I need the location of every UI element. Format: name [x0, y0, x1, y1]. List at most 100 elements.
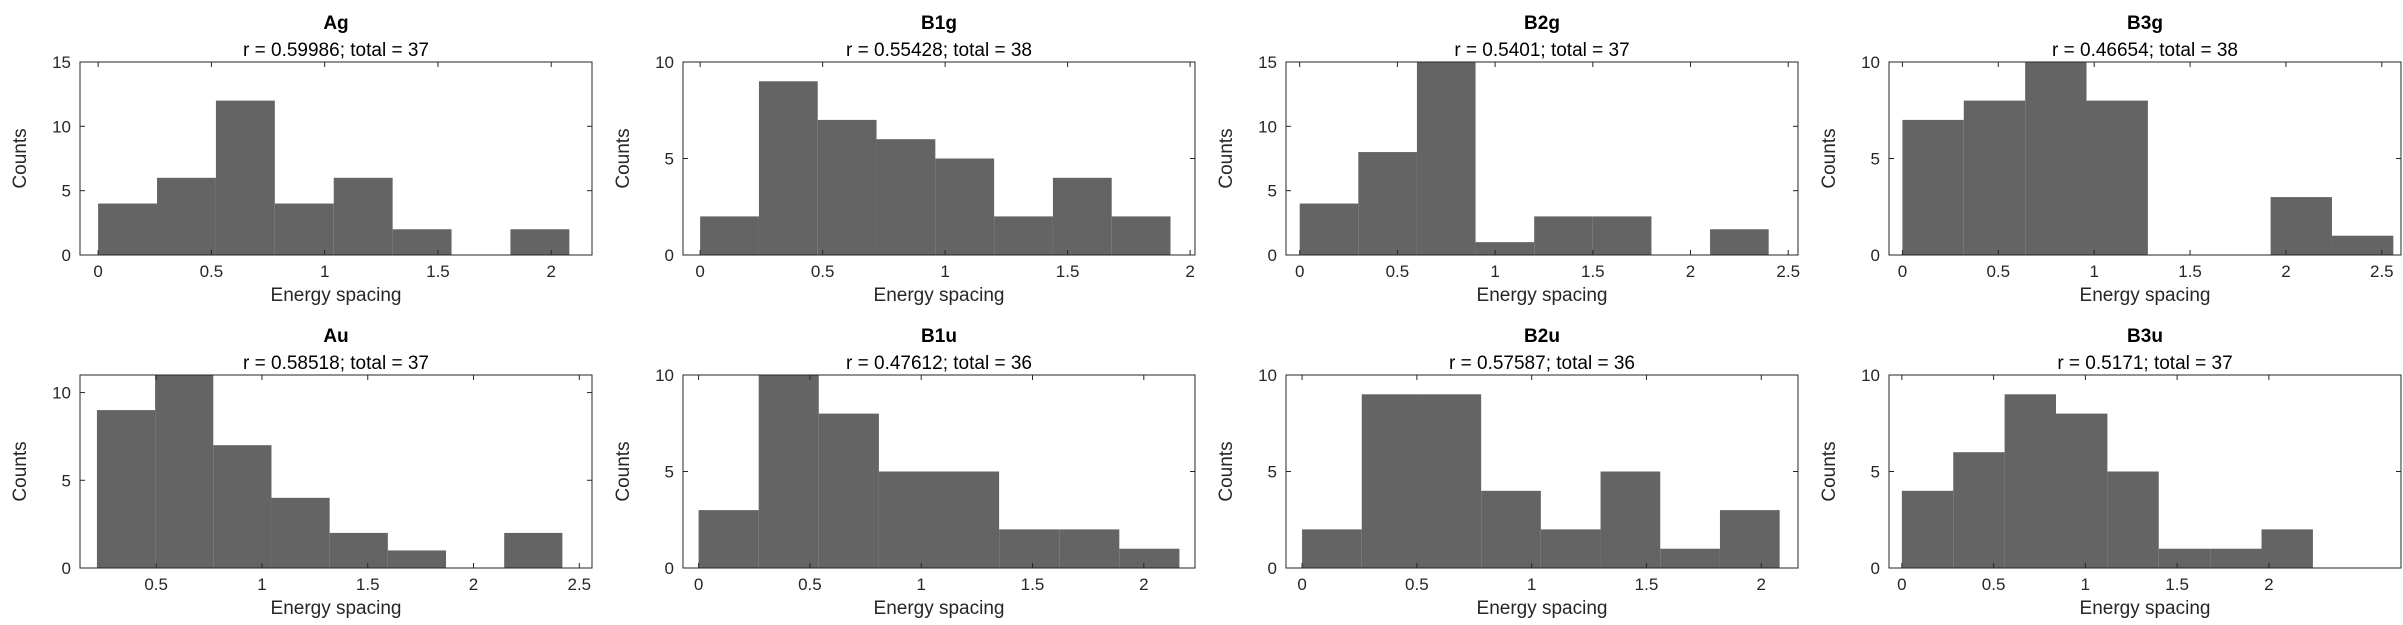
x-axis-label: Energy spacing [271, 598, 402, 619]
y-tick-label: 0 [665, 246, 674, 265]
x-tick-label: 2.5 [1776, 262, 1800, 281]
x-tick-label: 0.5 [144, 575, 168, 594]
panel-subtitle: r = 0.47612; total = 36 [846, 353, 1032, 374]
x-tick-label: 0.5 [200, 262, 224, 281]
histogram-bar [274, 203, 334, 255]
x-tick-label: 1 [1527, 575, 1536, 594]
x-tick-label: 1 [916, 575, 925, 594]
x-tick-label: 1 [940, 262, 949, 281]
histogram-bar [2004, 394, 2056, 568]
histogram-bar [1052, 177, 1112, 255]
histogram-bar [392, 229, 452, 255]
histogram-bar [1534, 216, 1593, 255]
y-tick-label: 10 [52, 117, 71, 136]
x-tick-label: 2 [2264, 575, 2273, 594]
histogram-bar [817, 119, 877, 256]
histogram-bar [2086, 100, 2148, 255]
x-axis-label: Energy spacing [2080, 285, 2211, 306]
y-tick-label: 0 [1268, 559, 1277, 578]
x-tick-label: 2 [1757, 575, 1766, 594]
histogram-bar [876, 139, 936, 255]
panel-title: B2g [1524, 13, 1560, 34]
histogram-bar [1421, 394, 1482, 568]
y-tick-label: 5 [1871, 463, 1880, 482]
y-tick-label: 0 [62, 246, 71, 265]
histogram-bar [994, 216, 1053, 255]
histogram-bar [213, 445, 272, 568]
y-tick-label: 5 [62, 182, 71, 201]
x-tick-label: 2.5 [567, 575, 591, 594]
histogram-bar [2025, 62, 2087, 255]
y-tick-label: 5 [665, 150, 674, 169]
x-tick-label: 2 [1686, 262, 1695, 281]
x-tick-label: 2 [469, 575, 478, 594]
y-axis-label: Counts [1216, 128, 1237, 188]
histogram-bar [999, 529, 1060, 568]
x-tick-label: 0 [93, 262, 102, 281]
x-tick-label: 2.5 [2370, 262, 2394, 281]
histogram-bar [2270, 197, 2332, 255]
histogram-bar [1719, 510, 1780, 568]
x-tick-label: 2 [546, 262, 555, 281]
y-tick-label: 10 [655, 53, 674, 72]
x-axis-label: Energy spacing [1477, 285, 1608, 306]
histogram-bar [1111, 216, 1171, 255]
histogram-bar [1660, 548, 1720, 568]
y-tick-label: 0 [1871, 246, 1880, 265]
histogram-bar [155, 375, 214, 568]
histogram-bar [157, 177, 216, 255]
y-axis-label: Counts [1819, 128, 1840, 188]
histogram-bar [758, 375, 819, 568]
histogram-bar [1963, 100, 2026, 255]
x-tick-label: 0 [694, 575, 703, 594]
histogram-panel-B1g: 0 0.5 1 1.5 2 0 5 10 B1g r = 0.55428; total = 38 E… [613, 13, 1196, 306]
x-axis-label: Energy spacing [2080, 598, 2211, 619]
panel-subtitle: r = 0.57587; total = 36 [1449, 353, 1635, 374]
panel-subtitle: r = 0.46654; total = 38 [2052, 40, 2238, 61]
histogram-bar [2158, 548, 2211, 568]
histogram-bar [2331, 235, 2394, 255]
histogram-bar [2107, 471, 2159, 568]
x-axis-label: Energy spacing [874, 598, 1005, 619]
y-tick-label: 15 [52, 53, 71, 72]
histogram-bar [215, 100, 275, 255]
y-tick-label: 0 [62, 559, 71, 578]
panel-title: Ag [323, 13, 348, 34]
histogram-bar [1358, 152, 1417, 255]
histogram-bar [1475, 242, 1535, 255]
x-tick-label: 2 [2281, 262, 2290, 281]
x-tick-label: 1 [257, 575, 266, 594]
axes-frame [1285, 61, 1799, 256]
histogram-bar [387, 550, 447, 568]
x-tick-label: 1.5 [1581, 262, 1605, 281]
x-tick-label: 0 [1898, 262, 1907, 281]
y-axis-label: Counts [1819, 441, 1840, 501]
histogram-bar [1361, 394, 1422, 568]
histogram-bar [1119, 548, 1180, 568]
panel-title: Au [323, 326, 348, 347]
histogram-bar [818, 413, 879, 568]
x-tick-label: 1 [2089, 262, 2098, 281]
x-tick-label: 0.5 [811, 262, 835, 281]
histogram-bar [2210, 548, 2262, 568]
x-tick-label: 1.5 [426, 262, 450, 281]
y-tick-label: 10 [1861, 53, 1880, 72]
histogram-panel-B2g: 0 0.5 1 1.5 2 2.5 0 5 10 15 B2g r = 0.5401; total =… [1216, 13, 1800, 306]
histogram-bar [504, 532, 563, 568]
y-axis-label: Counts [613, 441, 634, 501]
panel-subtitle: r = 0.5171; total = 37 [2057, 353, 2232, 374]
histogram-bar [935, 158, 995, 255]
panel-title: B3u [2127, 326, 2163, 347]
x-axis-label: Energy spacing [271, 285, 402, 306]
panel-subtitle: r = 0.55428; total = 38 [846, 40, 1032, 61]
histogram-bar [1540, 529, 1601, 568]
axes-frame [79, 61, 593, 256]
histogram-bar [1953, 452, 2005, 568]
x-tick-label: 0.5 [798, 575, 822, 594]
histogram-panel-B2u: 0 0.5 1 1.5 2 0 5 10 B2u r = 0.57587; total = 36 E… [1216, 326, 1799, 619]
histogram-panel-B1u: 0 0.5 1 1.5 2 0 5 10 B1u r = 0.47612; total = 36 E… [613, 326, 1196, 619]
histogram-bar [329, 532, 388, 568]
y-axis-label: Counts [1216, 441, 1237, 501]
x-tick-label: 2 [1185, 262, 1194, 281]
